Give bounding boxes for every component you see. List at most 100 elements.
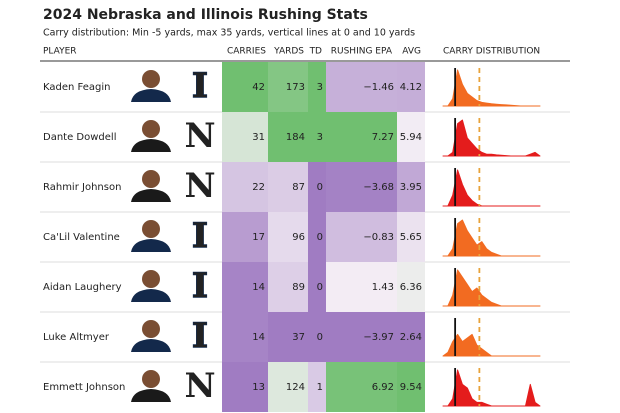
headshot-body bbox=[131, 289, 171, 302]
heat-cell bbox=[268, 312, 308, 362]
headshot-body bbox=[131, 389, 171, 402]
heat-cell bbox=[397, 362, 425, 412]
headshot-head bbox=[142, 220, 160, 238]
carry-density bbox=[442, 333, 541, 357]
player-name: Dante Dowdell bbox=[43, 132, 116, 143]
player-name: Ca'Lil Valentine bbox=[43, 232, 120, 243]
cell-value: 4.12 bbox=[400, 82, 422, 93]
cell-value: 3 bbox=[317, 132, 323, 143]
subtitle: Carry distribution: Min -5 yards, max 35… bbox=[43, 28, 415, 39]
column-header: YARDS bbox=[273, 47, 304, 57]
carry-density bbox=[442, 269, 541, 307]
heat-cell bbox=[268, 262, 308, 312]
cell-value: 37 bbox=[292, 332, 305, 343]
headshot-body bbox=[131, 239, 171, 252]
cell-value: 0 bbox=[317, 232, 323, 243]
cell-value: 0 bbox=[317, 332, 323, 343]
heat-cell bbox=[326, 62, 397, 112]
heat-cell bbox=[222, 112, 268, 162]
cell-value: 96 bbox=[292, 232, 305, 243]
column-header: AVG bbox=[402, 47, 421, 57]
cell-value: 87 bbox=[292, 182, 305, 193]
cell-value: 5.94 bbox=[400, 132, 422, 143]
carry-density bbox=[442, 369, 541, 407]
cell-value: 17 bbox=[252, 232, 265, 243]
headshot-head bbox=[142, 120, 160, 138]
heat-cell bbox=[308, 212, 326, 262]
headshot-body bbox=[131, 139, 171, 152]
team-logo: I bbox=[192, 66, 208, 106]
cell-value: 13 bbox=[252, 382, 265, 393]
team-logo: N bbox=[184, 166, 215, 206]
cell-value: 9.54 bbox=[400, 382, 422, 393]
player-name: Luke Altmyer bbox=[43, 332, 110, 343]
cell-value: 31 bbox=[252, 132, 265, 143]
cell-value: 42 bbox=[252, 82, 265, 93]
headshot-head bbox=[142, 320, 160, 338]
heat-cell bbox=[308, 312, 326, 362]
headshot-head bbox=[142, 370, 160, 388]
player-name: Aidan Laughery bbox=[43, 282, 122, 293]
heat-cell bbox=[222, 262, 268, 312]
title: 2024 Nebraska and Illinois Rushing Stats bbox=[43, 7, 368, 23]
heat-cell bbox=[268, 112, 308, 162]
column-header: CARRY DISTRIBUTION bbox=[443, 47, 540, 57]
cell-value: 124 bbox=[286, 382, 305, 393]
cell-value: 3 bbox=[317, 82, 323, 93]
heat-cell bbox=[397, 112, 425, 162]
headshot-head bbox=[142, 170, 160, 188]
column-header: CARRIES bbox=[227, 47, 266, 57]
headshot-head bbox=[142, 270, 160, 288]
heat-cell bbox=[326, 212, 397, 262]
heat-cell bbox=[308, 62, 326, 112]
cell-value: 1 bbox=[317, 382, 323, 393]
cell-value: −3.97 bbox=[363, 332, 394, 343]
cell-value: 14 bbox=[252, 332, 265, 343]
heat-cell bbox=[326, 112, 397, 162]
heat-cell bbox=[222, 312, 268, 362]
heat-cell bbox=[397, 62, 425, 112]
carry-density bbox=[442, 219, 541, 257]
team-logo: N bbox=[184, 366, 215, 406]
heat-cell bbox=[326, 312, 397, 362]
cell-value: 0 bbox=[317, 282, 323, 293]
team-logo: I bbox=[192, 316, 208, 356]
heat-cell bbox=[397, 312, 425, 362]
heat-cell bbox=[326, 362, 397, 412]
cell-value: 2.64 bbox=[400, 332, 422, 343]
heat-cell bbox=[326, 262, 397, 312]
heat-cell bbox=[308, 262, 326, 312]
team-logo: I bbox=[192, 216, 208, 256]
heat-cell bbox=[268, 62, 308, 112]
heat-cell bbox=[222, 362, 268, 412]
column-header: RUSHING EPA bbox=[331, 47, 393, 57]
heat-cell bbox=[308, 162, 326, 212]
cell-value: 0 bbox=[317, 182, 323, 193]
cell-value: 184 bbox=[286, 132, 305, 143]
cell-value: 7.27 bbox=[372, 132, 394, 143]
cell-value: −1.46 bbox=[363, 82, 394, 93]
headshot-body bbox=[131, 189, 171, 202]
heat-cell bbox=[268, 362, 308, 412]
player-name: Rahmir Johnson bbox=[43, 182, 121, 193]
heat-cell bbox=[268, 212, 308, 262]
team-logo: N bbox=[184, 116, 215, 156]
cell-value: 1.43 bbox=[372, 282, 394, 293]
carry-density bbox=[442, 119, 541, 157]
column-header: TD bbox=[309, 47, 322, 57]
cell-value: −0.83 bbox=[363, 232, 394, 243]
carry-density bbox=[442, 69, 541, 107]
cell-value: 6.92 bbox=[372, 382, 394, 393]
cell-value: 22 bbox=[252, 182, 265, 193]
heat-cell bbox=[268, 162, 308, 212]
cell-value: 6.36 bbox=[400, 282, 422, 293]
cell-value: 5.65 bbox=[400, 232, 422, 243]
heat-cell bbox=[222, 62, 268, 112]
player-name: Emmett Johnson bbox=[43, 382, 125, 393]
column-header: PLAYER bbox=[43, 47, 77, 57]
heat-cell bbox=[222, 162, 268, 212]
cell-value: 89 bbox=[292, 282, 305, 293]
heat-cell bbox=[308, 112, 326, 162]
heat-cell bbox=[397, 212, 425, 262]
